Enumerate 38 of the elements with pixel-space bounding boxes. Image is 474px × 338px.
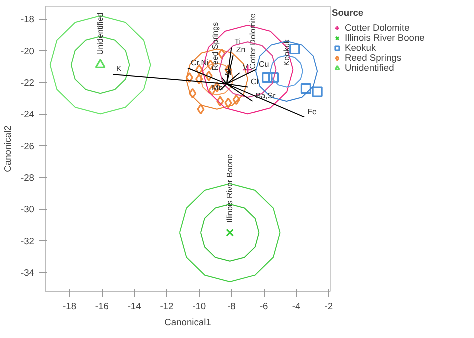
y-tick-label: -32: [21, 236, 34, 246]
x-tick-label: -10: [192, 302, 206, 312]
annotation: K: [116, 64, 123, 74]
annotation: Illinois River Boone: [226, 154, 235, 223]
legend-label: Cotter Dolomite: [345, 23, 410, 33]
x-tick-label: -16: [95, 302, 109, 312]
y-tick-label: -28: [21, 173, 34, 183]
legend-title: Source: [332, 8, 365, 18]
y-tick-label: -34: [21, 268, 34, 278]
x-axis-title: Canonical1: [164, 318, 212, 328]
x-tick-label: -18: [63, 302, 77, 312]
y-tick-label: -20: [21, 46, 34, 56]
y-tick-label: -18: [21, 14, 34, 25]
y-tick-label: -30: [21, 204, 34, 215]
annotation: Keokuk: [282, 38, 292, 66]
x-tick-label: -14: [128, 302, 142, 312]
annotation: Cotter Dolomite: [248, 13, 258, 70]
y-tick-label: -24: [21, 110, 34, 120]
x-tick-label: -8: [228, 302, 236, 312]
legend-label: Reed Springs: [345, 53, 402, 63]
annotation: Cu: [259, 60, 270, 69]
annotation: Fe: [308, 107, 318, 116]
x-tick-label: -6: [260, 302, 268, 312]
annotation: Zr: [225, 68, 233, 77]
legend-label: Keokuk: [345, 43, 376, 53]
annotation: Reed Springs: [211, 22, 220, 71]
annotation: Unidentified: [96, 12, 106, 56]
y-tick-label: -26: [21, 141, 34, 152]
legend-label: Unidentified: [345, 63, 394, 73]
annotation: Cl: [250, 77, 259, 86]
annotation: Ti: [234, 38, 242, 47]
y-axis-title: Canonical2: [3, 126, 14, 172]
x-tick-label: -12: [160, 302, 174, 312]
legend-label: Illinois River Boone: [345, 33, 425, 43]
y-tick-label: -22: [21, 78, 34, 88]
x-tick-label: -2: [324, 302, 334, 312]
annotation: Zn: [236, 46, 246, 55]
x-tick-label: -4: [292, 302, 301, 312]
